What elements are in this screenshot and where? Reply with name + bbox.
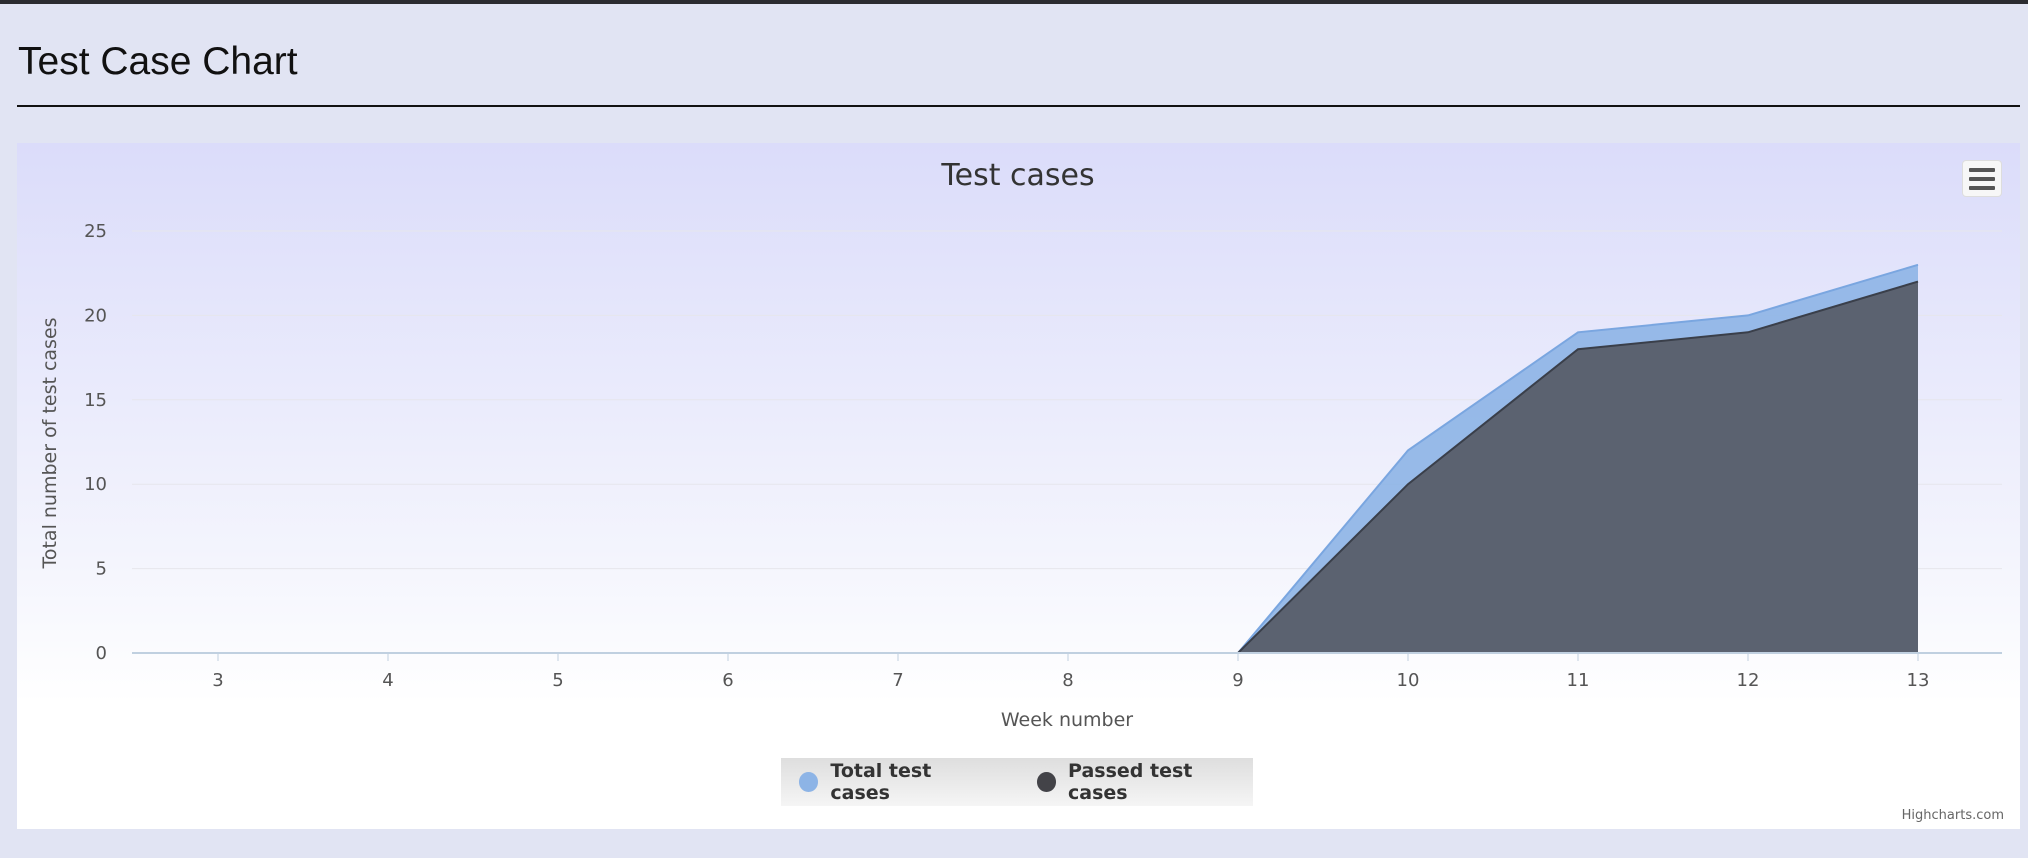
- data-point-total[interactable]: [1574, 328, 1582, 336]
- data-point-passed[interactable]: [1744, 328, 1752, 336]
- x-tick-label: 9: [1232, 670, 1243, 691]
- data-point-passed[interactable]: [1914, 278, 1922, 286]
- data-point-passed[interactable]: [1574, 345, 1582, 353]
- data-point-total[interactable]: [1914, 261, 1922, 269]
- legend-dot-passed: [1036, 772, 1057, 792]
- y-tick-label: 5: [96, 559, 107, 580]
- chart-menu-button[interactable]: [1962, 160, 2002, 197]
- chart-credits[interactable]: Highcharts.com: [1901, 808, 2004, 823]
- y-axis-title: Total number of test cases: [39, 317, 61, 569]
- x-tick-label: 10: [1397, 670, 1420, 691]
- menu-bar-icon: [1969, 185, 1995, 190]
- menu-bar-icon: [1969, 176, 1995, 181]
- axis-layer: 0 5 10 15 20 25 3 4 5 6 7 8 9 10 11 12 13: [84, 221, 2002, 691]
- y-tick-label: 10: [84, 474, 107, 495]
- chart-svg: 0 5 10 15 20 25 3 4 5 6 7 8 9 10 11 12 13 Test cases Wee…: [39, 158, 2002, 731]
- x-tick-label: 7: [892, 670, 903, 691]
- y-tick-label: 15: [84, 390, 107, 411]
- top-bar: [0, 0, 2028, 4]
- y-tick-label: 25: [84, 221, 107, 242]
- legend-label-passed: Passed test cases: [1068, 760, 1193, 804]
- chart-container: 0 5 10 15 20 25 3 4 5 6 7 8 9 10 11 12 13 Test cases Wee…: [17, 143, 2020, 829]
- data-point-total[interactable]: [1744, 311, 1752, 319]
- x-tick-label: 4: [382, 670, 393, 691]
- series-layer: [218, 261, 1922, 654]
- x-tick-label: 5: [552, 670, 563, 691]
- x-tick-label: 8: [1062, 670, 1073, 691]
- chart-title: Test cases: [940, 158, 1094, 193]
- x-tick-label: 12: [1737, 670, 1760, 691]
- x-tick-label: 6: [722, 670, 733, 691]
- x-axis-title: Week number: [1001, 709, 1133, 731]
- x-tick-label: 3: [212, 670, 223, 691]
- data-point-total[interactable]: [1404, 446, 1412, 454]
- legend-item-total[interactable]: Total test cases: [799, 760, 993, 804]
- y-tick-label: 20: [84, 305, 107, 326]
- legend-label-total: Total test cases: [830, 760, 932, 804]
- series-area-passed[interactable]: [218, 281, 1918, 653]
- x-tick-label: 13: [1907, 670, 1930, 691]
- x-tick-label: 11: [1567, 670, 1590, 691]
- menu-bar-icon: [1969, 167, 1995, 172]
- legend-dot-total: [799, 772, 819, 792]
- legend-item-passed[interactable]: Passed test cases: [1036, 760, 1253, 804]
- page-title: Test Case Chart: [18, 40, 298, 83]
- y-tick-label: 0: [96, 643, 107, 664]
- data-point-passed[interactable]: [1404, 480, 1412, 488]
- title-divider: [17, 105, 2020, 107]
- chart-legend: Total test cases Passed test cases: [781, 758, 1253, 806]
